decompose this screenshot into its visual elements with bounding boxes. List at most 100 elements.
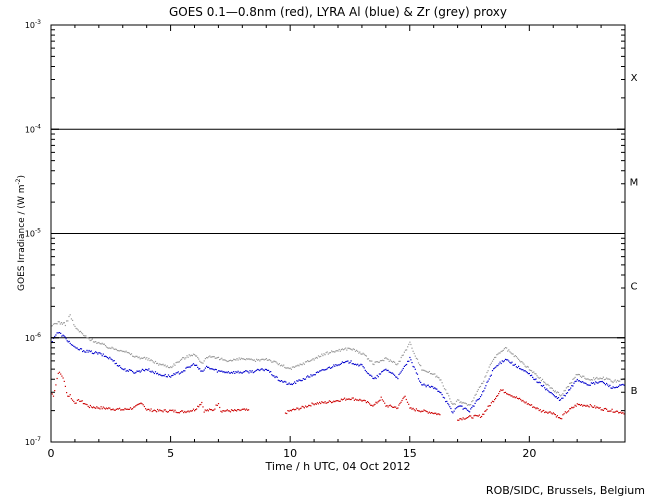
data-point: [510, 362, 512, 364]
data-point: [367, 401, 370, 404]
data-point: [297, 380, 299, 382]
data-point: [410, 407, 412, 409]
data-point: [331, 367, 333, 369]
data-point: [499, 361, 501, 363]
data-point: [591, 379, 594, 381]
data-point: [145, 368, 147, 370]
data-point: [273, 360, 275, 362]
data-point: [331, 402, 333, 404]
data-point: [57, 332, 59, 334]
data-point: [509, 351, 511, 353]
data-point: [469, 404, 471, 406]
data-point: [429, 373, 432, 375]
data-point: [447, 402, 449, 405]
data-point: [154, 360, 157, 363]
data-point: [543, 381, 545, 383]
data-point: [584, 404, 586, 407]
data-point: [112, 347, 114, 349]
data-point: [175, 372, 177, 374]
data-point: [291, 383, 293, 386]
data-point: [260, 368, 262, 370]
data-point: [242, 408, 245, 410]
data-point: [436, 375, 438, 377]
data-point: [115, 348, 117, 350]
data-point: [402, 397, 404, 400]
data-point: [222, 359, 224, 361]
data-point: [463, 402, 465, 404]
data-point: [145, 408, 147, 410]
y-axis-label-text: GOES Irradiance / (W m: [17, 185, 27, 291]
data-point: [121, 350, 123, 352]
data-point: [67, 395, 69, 397]
data-point: [208, 366, 210, 368]
data-point: [320, 402, 322, 405]
data-point: [172, 374, 174, 376]
data-point: [359, 398, 361, 400]
data-point: [473, 415, 475, 417]
data-point: [361, 353, 363, 355]
data-point: [77, 348, 79, 351]
data-point: [224, 359, 226, 361]
data-point: [259, 369, 261, 372]
data-point: [264, 358, 266, 360]
data-point: [612, 381, 614, 384]
data-point: [296, 380, 298, 382]
data-point: [548, 411, 550, 413]
data-point: [620, 411, 622, 413]
data-point: [513, 355, 515, 358]
data-point: [163, 409, 165, 411]
data-point: [326, 351, 328, 353]
data-point: [601, 380, 603, 383]
data-point: [404, 364, 407, 366]
data-point: [256, 369, 258, 371]
data-point: [412, 365, 414, 368]
data-point: [523, 363, 525, 365]
flare-class-label: M: [630, 177, 639, 188]
data-point: [317, 355, 320, 357]
data-point: [599, 377, 601, 379]
data-point: [279, 365, 282, 367]
data-point: [277, 379, 279, 381]
data-point: [91, 352, 93, 354]
data-point: [503, 360, 505, 362]
data-point: [114, 348, 116, 350]
data-point: [59, 323, 61, 325]
data-point: [463, 418, 465, 420]
data-point: [451, 411, 453, 413]
data-point: [243, 408, 246, 410]
data-point: [241, 358, 243, 360]
data-point: [56, 332, 58, 334]
data-point: [113, 409, 115, 411]
data-point: [75, 347, 77, 349]
data-point: [75, 402, 77, 404]
data-point: [615, 386, 617, 388]
data-point: [194, 354, 196, 356]
data-point: [400, 356, 402, 359]
data-point: [310, 359, 312, 362]
data-point: [543, 409, 545, 412]
data-point: [475, 415, 477, 417]
data-point: [618, 385, 620, 387]
data-point: [195, 364, 197, 366]
data-point: [585, 378, 587, 380]
data-point: [520, 399, 522, 401]
data-point: [472, 405, 474, 407]
data-point: [461, 419, 463, 421]
data-point: [391, 361, 394, 363]
data-point: [398, 373, 400, 376]
data-point: [116, 365, 118, 367]
data-point: [485, 375, 487, 377]
data-point: [222, 371, 224, 373]
data-point: [165, 366, 167, 368]
data-point: [173, 411, 175, 413]
data-point: [494, 356, 496, 359]
data-point: [68, 395, 70, 397]
data-point: [555, 396, 557, 398]
data-point: [564, 389, 566, 392]
data-point: [303, 378, 305, 380]
data-point: [390, 372, 392, 374]
data-point: [377, 376, 379, 378]
data-point: [223, 359, 225, 361]
data-point: [604, 407, 607, 410]
data-point: [484, 387, 486, 389]
